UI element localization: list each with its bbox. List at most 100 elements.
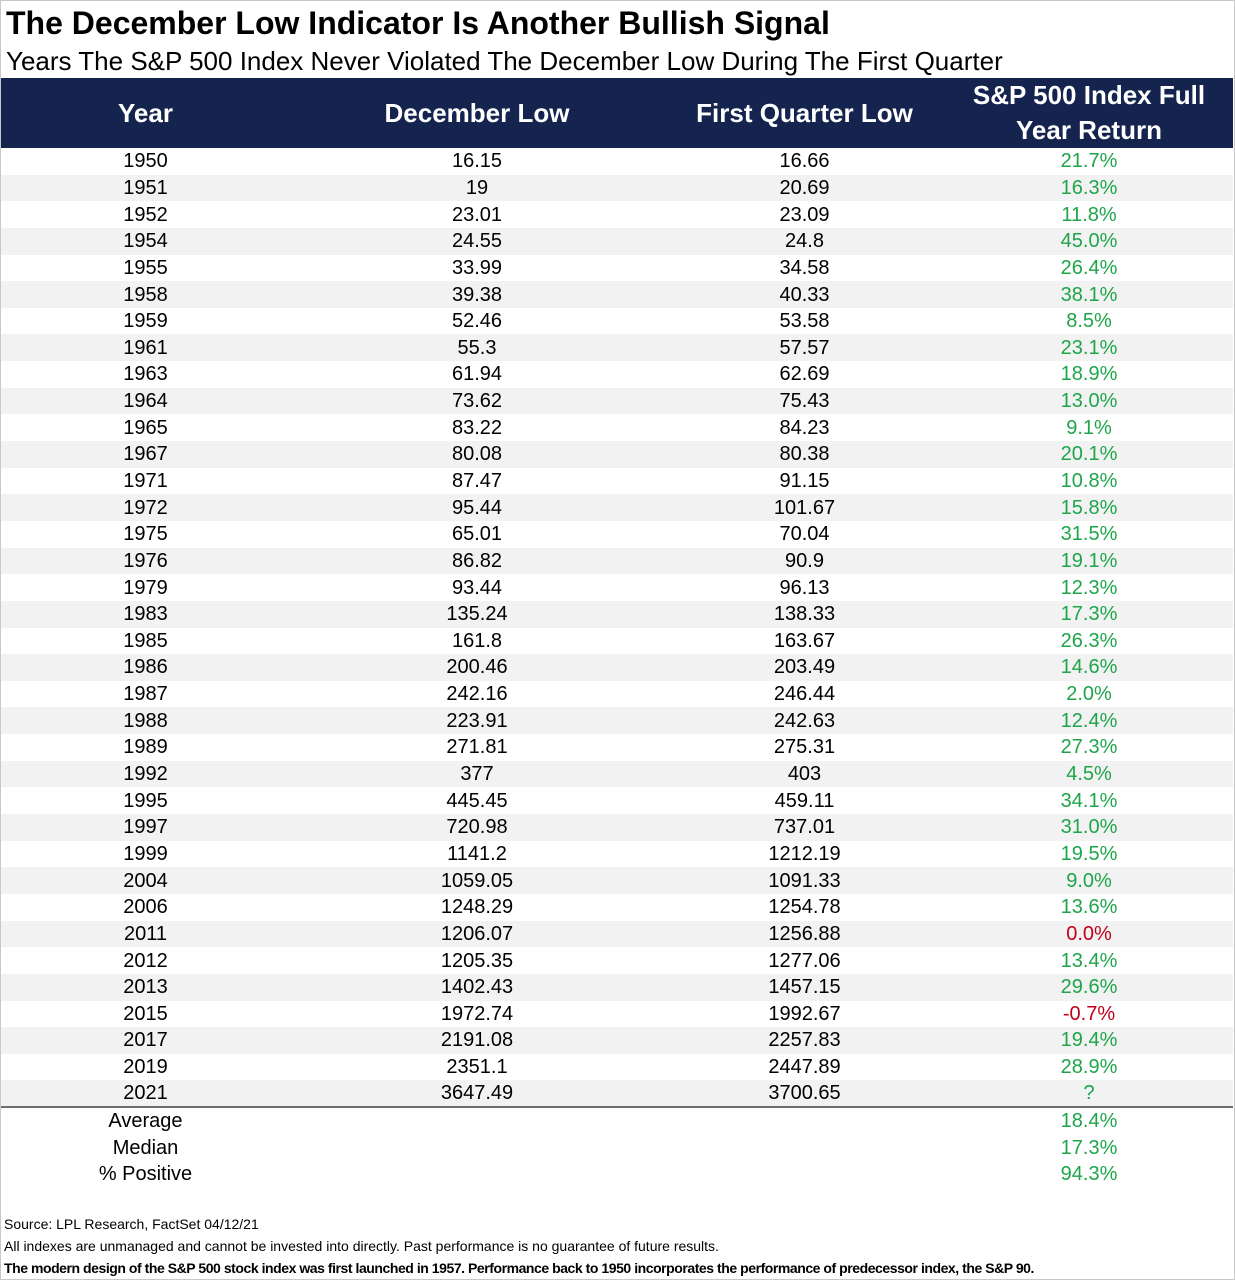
table-row: 1963 61.94 62.69 18.9% — [1, 361, 1233, 388]
year-cell: 1971 — [123, 470, 168, 492]
year-cell: 1963 — [123, 363, 168, 386]
summary-label: Median — [112, 1136, 179, 1159]
first-quarter-low-cell: 138.33 — [773, 603, 836, 626]
full-year-return-cell: 31.0% — [1060, 816, 1118, 839]
year-cell: 1988 — [123, 709, 168, 732]
first-quarter-low-cell: 1212.19 — [768, 842, 841, 865]
first-quarter-low-cell: 84.23 — [779, 416, 830, 439]
year-cell: 2011 — [123, 922, 167, 945]
table-body: 1950 16.15 16.66 21.7% 1951 19 20.69 16.3% 1952 2… — [1, 148, 1233, 1108]
december-low-cell: 73.62 — [451, 390, 503, 413]
first-quarter-low-cell: 20.69 — [779, 176, 830, 199]
table-row: 1979 93.44 96.13 12.3% — [1, 574, 1233, 601]
table-row: 1952 23.01 23.09 11.8% — [1, 201, 1233, 228]
table-row: 1976 86.82 90.9 19.1% — [1, 547, 1233, 575]
december-low-cell: 1059.05 — [440, 869, 514, 892]
table-row: 1983 135.24 138.33 17.3% — [1, 600, 1233, 628]
summary-empty-cell — [664, 1106, 945, 1135]
column-header-full-year-return: S&P 500 Index Full Year Return — [972, 80, 1206, 145]
summary-value: 94.3% — [1060, 1163, 1118, 1186]
first-quarter-low-cell: 53.58 — [779, 310, 830, 333]
table-row: 1950 16.15 16.66 21.7% — [1, 148, 1233, 175]
december-low-cell: 23.01 — [451, 203, 503, 226]
december-low-cell: 445.45 — [446, 789, 508, 812]
year-cell: 1979 — [123, 576, 168, 599]
first-quarter-low-cell: 2447.89 — [768, 1056, 841, 1079]
year-cell: 1975 — [123, 523, 168, 546]
summary-row: Average 18.4% — [1, 1106, 1233, 1135]
full-year-return-cell: 8.5% — [1066, 310, 1112, 333]
summary-label: % Positive — [98, 1163, 193, 1186]
first-quarter-low-cell: 91.15 — [779, 470, 830, 492]
full-year-return-cell: 19.4% — [1060, 1029, 1118, 1052]
full-year-return-cell: 19.1% — [1060, 549, 1118, 572]
full-year-return-cell: 2.0% — [1066, 683, 1112, 706]
first-quarter-low-cell: 2257.83 — [768, 1029, 841, 1052]
summary-value: 17.3% — [1060, 1136, 1118, 1159]
first-quarter-low-cell: 737.01 — [773, 816, 836, 839]
full-year-return-cell: 31.5% — [1060, 523, 1118, 546]
year-cell: 1997 — [123, 816, 168, 839]
year-cell: 1972 — [123, 496, 168, 519]
full-year-return-cell: 9.0% — [1066, 869, 1112, 892]
year-cell: 1964 — [123, 390, 168, 413]
table-row: 1987 242.16 246.44 2.0% — [1, 681, 1233, 708]
december-low-cell: 86.82 — [451, 549, 503, 572]
first-quarter-low-cell: 24.8 — [785, 230, 824, 253]
full-year-return-cell: 10.8% — [1060, 470, 1118, 492]
year-cell: 2015 — [123, 1002, 168, 1025]
table-row: 1965 83.22 84.23 9.1% — [1, 414, 1233, 441]
december-low-cell: 720.98 — [446, 816, 508, 839]
year-cell: 1959 — [123, 310, 168, 333]
december-low-cell: 33.99 — [451, 256, 503, 279]
full-year-return-cell: 19.5% — [1060, 842, 1118, 865]
table-row: 1989 271.81 275.31 27.3% — [1, 734, 1233, 761]
summary-row: % Positive 94.3% — [1, 1161, 1233, 1188]
table-row: 2011 1206.07 1256.88 0.0% — [1, 920, 1233, 948]
summary-body: Average 18.4% Median 17.3% % Positive 94.3% — [1, 1106, 1233, 1188]
table-row: 2004 1059.05 1091.33 9.0% — [1, 867, 1233, 894]
first-quarter-low-cell: 96.13 — [779, 576, 830, 599]
first-quarter-low-cell: 23.09 — [779, 203, 830, 226]
december-low-cell: 83.22 — [451, 416, 503, 439]
december-low-cell: 1141.2 — [447, 842, 507, 865]
december-low-cell: 95.44 — [451, 496, 503, 519]
index-history-note: The modern design of the S&P 500 stock i… — [4, 1260, 1034, 1276]
table-row: 1986 200.46 203.49 14.6% — [1, 654, 1233, 681]
table-row: 2021 3647.49 3700.65? — [1, 1080, 1233, 1108]
first-quarter-low-cell: 1992.67 — [768, 1002, 841, 1025]
december-low-cell: 55.3 — [457, 336, 497, 359]
first-quarter-low-cell: 57.57 — [779, 336, 830, 359]
first-quarter-low-cell: 1256.88 — [768, 922, 841, 945]
december-low-cell: 19 — [465, 176, 489, 199]
full-year-return-cell: 45.0% — [1060, 230, 1118, 253]
first-quarter-low-cell: 203.49 — [773, 656, 836, 679]
december-low-cell: 80.08 — [451, 443, 503, 466]
first-quarter-low-cell: 1277.06 — [768, 949, 841, 972]
table-row: 1964 73.62 75.43 13.0% — [1, 387, 1233, 415]
first-quarter-low-cell: 275.31 — [773, 736, 836, 759]
full-year-return-cell: 11.8% — [1061, 203, 1117, 226]
full-year-return-cell: 38.1% — [1060, 283, 1118, 306]
table-row: 1985 161.8 163.67 26.3% — [1, 628, 1233, 655]
full-year-return-cell: -0.7% — [1062, 1002, 1116, 1025]
full-year-return-cell: 0.0% — [1066, 922, 1112, 945]
first-quarter-low-cell: 40.33 — [779, 283, 830, 306]
year-cell: 2013 — [123, 976, 168, 999]
first-quarter-low-cell: 242.63 — [773, 709, 836, 732]
full-year-return-cell: 13.4% — [1060, 949, 1118, 972]
full-year-return-cell: 17.3% — [1060, 603, 1118, 626]
year-cell: 2017 — [123, 1029, 168, 1052]
year-cell: 1952 — [123, 203, 168, 226]
december-low-cell: 1972.74 — [440, 1002, 514, 1025]
summary-value: 18.4% — [945, 1106, 1233, 1135]
table-row: 1975 65.01 70.04 31.5% — [1, 521, 1233, 548]
table-row: 1959 52.46 53.58 8.5% — [1, 308, 1233, 335]
first-quarter-low-cell: 16.66 — [779, 150, 830, 173]
year-cell: 2006 — [123, 896, 168, 919]
year-cell: 1995 — [123, 789, 168, 812]
full-year-return-cell: 21.7% — [1060, 150, 1118, 173]
december-low-cell: 242.16 — [446, 683, 508, 706]
summary-row: Median 17.3% — [1, 1134, 1233, 1162]
header-row: Year December Low First Quarter Low S&P … — [1, 78, 1233, 148]
